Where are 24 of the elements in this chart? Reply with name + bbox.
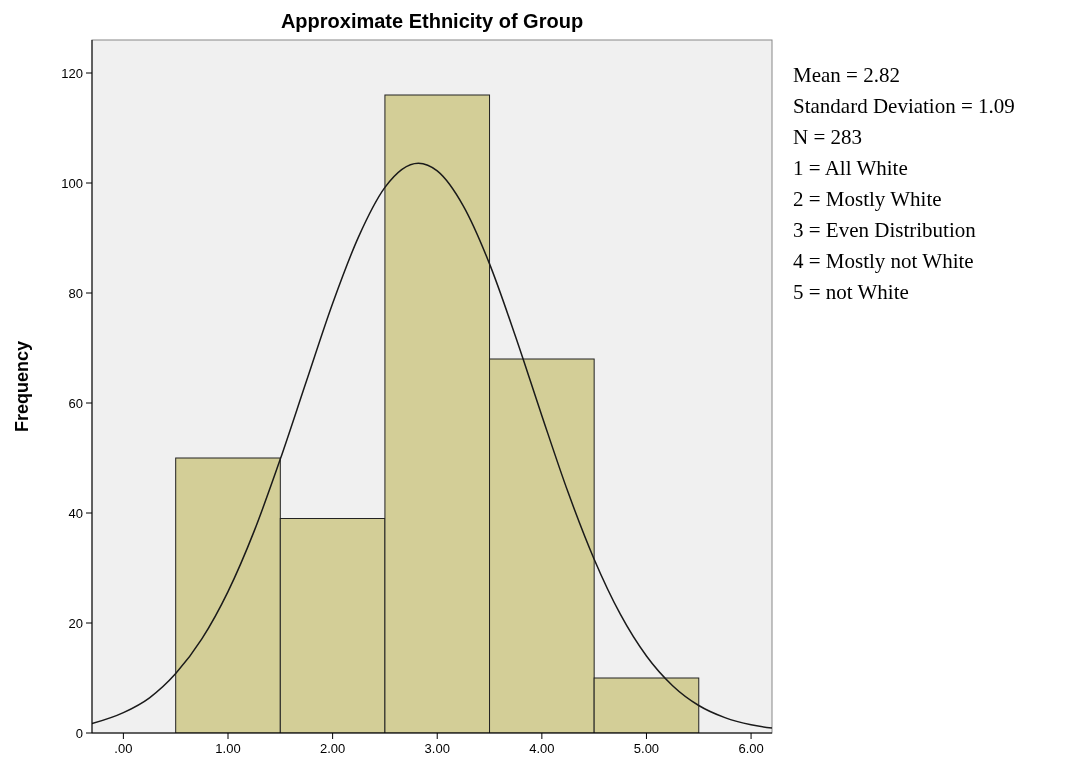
x-tick-label: 1.00 [215,741,241,756]
text: 2 = Mostly White [793,187,942,211]
text: 4 = Mostly not White [793,249,974,273]
x-tick-label: 2.00 [319,741,346,756]
y-tick-label: 40 [68,505,83,521]
x-tick-label: 3.00 [424,741,450,756]
x-tick-label: 4.00 [529,741,555,756]
y-tick-label: 60 [68,395,83,411]
text: N = 283 [793,125,863,149]
y-tick-label: 20 [68,615,83,631]
y-tick-label: 100 [61,175,83,191]
y-tick-label: 0 [75,725,83,741]
y-tick-label: 120 [61,65,83,81]
x-tick-label: 6.00 [738,741,764,756]
text: 5 = not White [793,280,909,304]
y-tick-label: 80 [68,285,83,301]
text: Mean = 2.82 [793,63,900,87]
text: 1 = All White [793,156,908,180]
text: Standard Deviation = 1.09 [793,94,1015,118]
chart-title: Approximate Ethnicity of Group [280,10,584,32]
text: 3 = Even Distribution [793,218,977,242]
x-tick-label: .00 [114,741,133,756]
y-axis-title: Frequency [12,340,32,433]
x-tick-label: 5.00 [633,741,660,756]
